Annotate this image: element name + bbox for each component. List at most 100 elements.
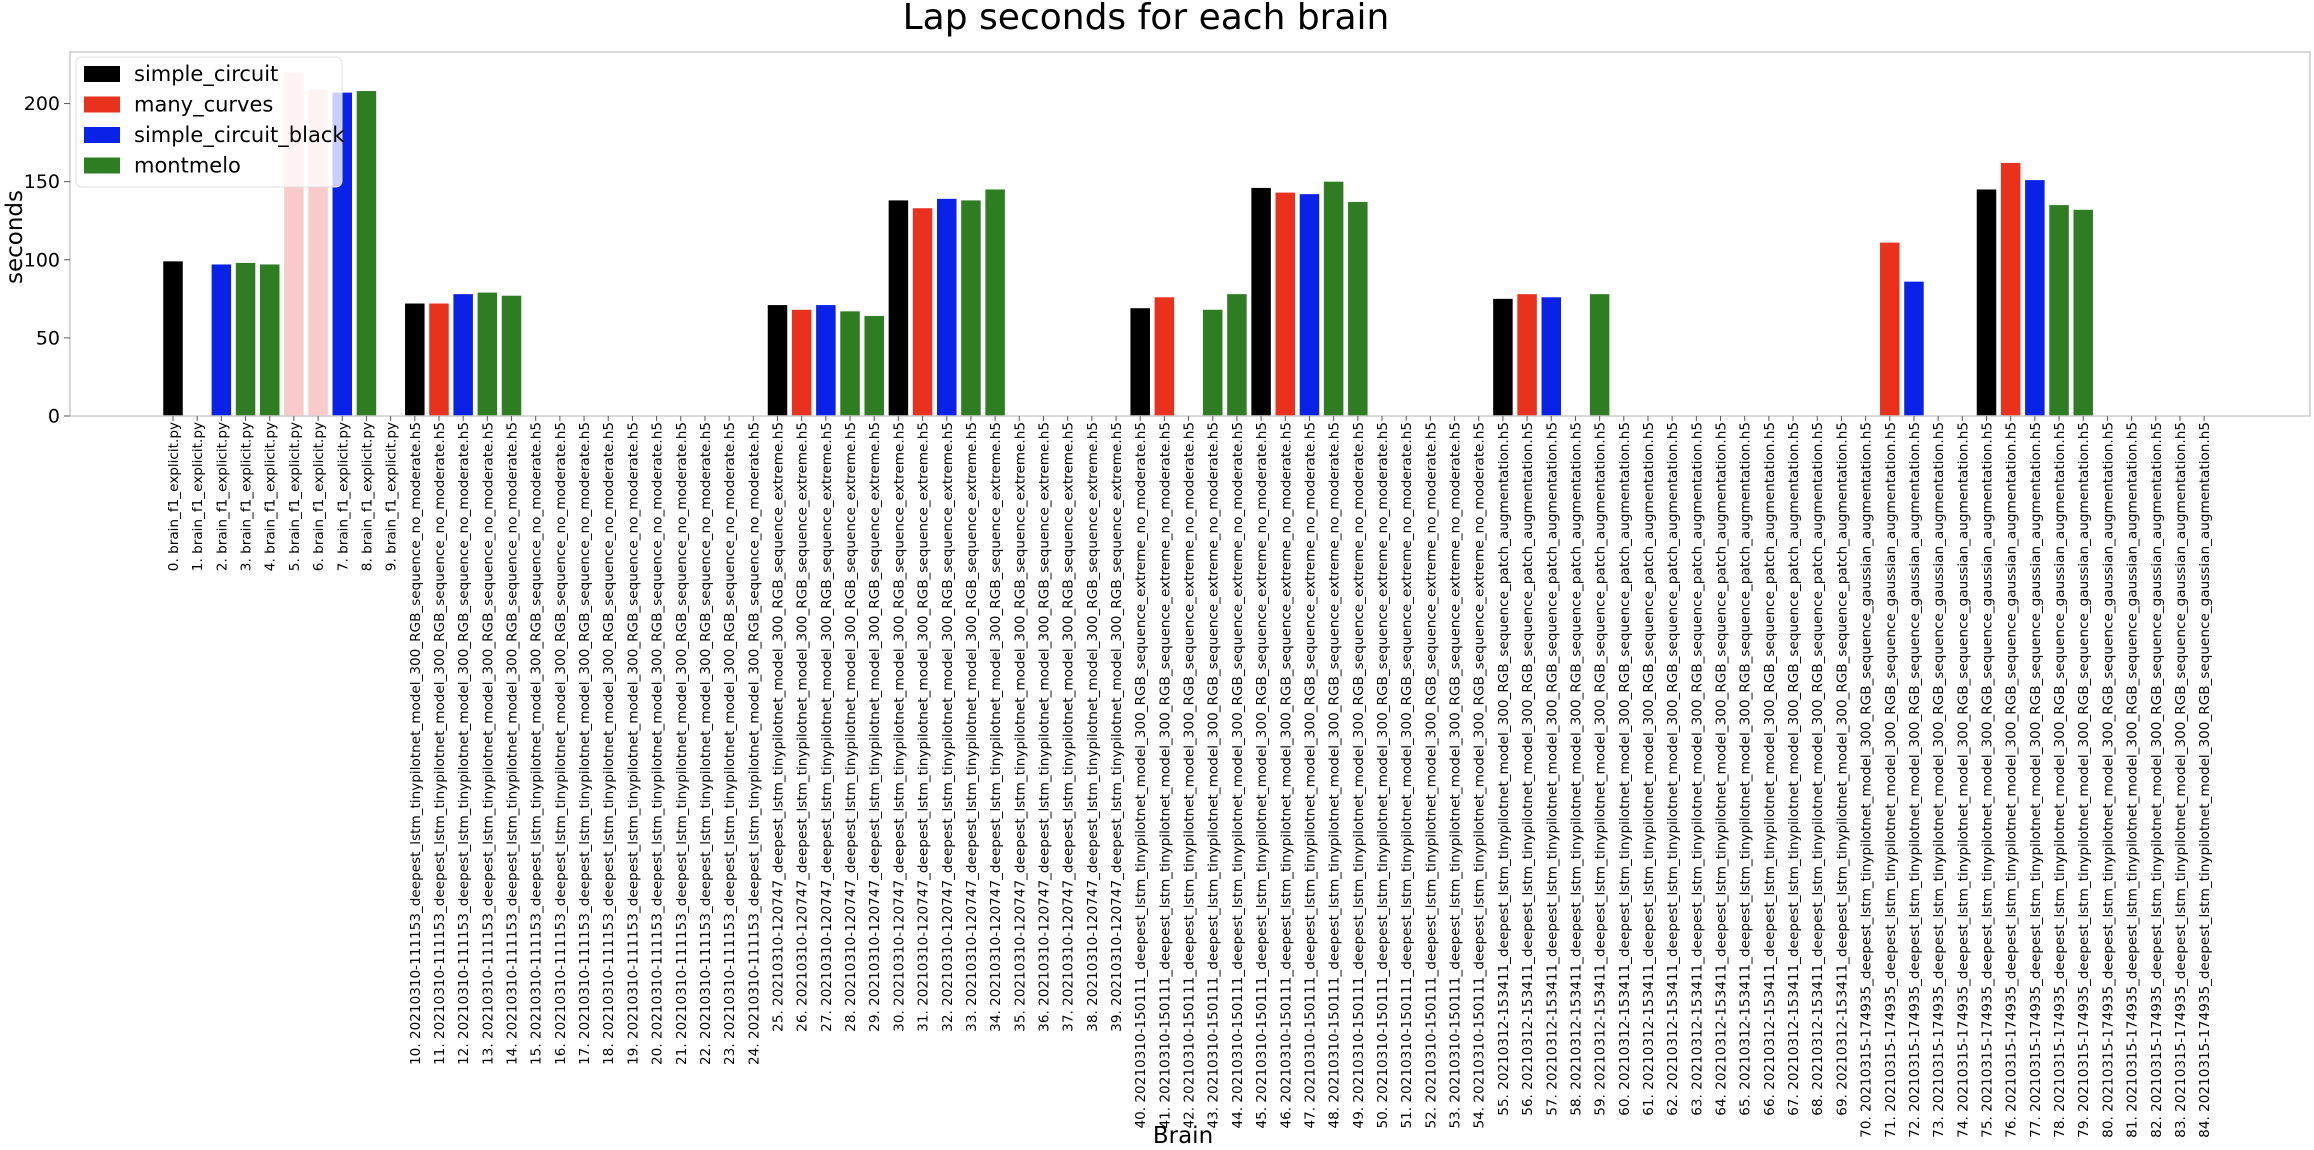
- x-tick-label-47: 47. 20210310-150111_deepest_lstm_tinypil…: [1302, 422, 1318, 1129]
- x-tick-label-48: 48. 20210310-150111_deepest_lstm_tinypil…: [1327, 422, 1343, 1129]
- x-tick-label-63: 63. 20210312-153411_deepest_lstm_tinypil…: [1689, 422, 1705, 1116]
- x-tick-label-1: 1. brain_f1_explicit.py: [190, 422, 206, 571]
- bar-8: [356, 91, 377, 416]
- bar-26: [791, 309, 812, 416]
- bar-29: [864, 316, 884, 416]
- legend: simple_circuit many_curves simple_circuit_…: [75, 56, 345, 188]
- legend-swatch-simple_circuit_black: [84, 127, 120, 143]
- bar-57: [1541, 297, 1562, 416]
- x-tick-label-7: 7. brain_f1_explicit.py: [335, 422, 351, 571]
- x-tick-label-43: 43. 20210310-150111_deepest_lstm_tinypil…: [1206, 422, 1222, 1129]
- legend-swatch-many_curves: [84, 96, 120, 113]
- x-tick-label-32: 32. 20210310-120747_deepest_lstm_tinypil…: [940, 422, 956, 1032]
- x-tick-label-45: 45. 20210310-150111_deepest_lstm_tinypil…: [1254, 422, 1270, 1129]
- x-tick-label-40: 40. 20210310-150111_deepest_lstm_tinypil…: [1133, 422, 1149, 1129]
- bar-2: [211, 264, 232, 416]
- legend-label-many_curves: many_curves: [134, 93, 273, 118]
- x-tick-label-22: 22. 20210310-111153_deepest_lstm_tinypil…: [698, 422, 714, 1065]
- bar-46: [1275, 192, 1296, 416]
- x-tick-label-53: 53. 20210310-150111_deepest_lstm_tinypil…: [1448, 422, 1464, 1129]
- x-tick-label-31: 31. 20210310-120747_deepest_lstm_tinypil…: [916, 422, 932, 1032]
- bar-71: [1880, 242, 1900, 416]
- x-tick-label-72: 72. 20210315-174935_deepest_lstm_tinypil…: [1907, 422, 1923, 1138]
- x-tick-label-2: 2. brain_f1_explicit.py: [214, 422, 230, 571]
- x-tick-label-75: 75. 20210315-174935_deepest_lstm_tinypil…: [1980, 422, 1996, 1138]
- x-tick-label-71: 71. 20210315-174935_deepest_lstm_tinypil…: [1883, 422, 1899, 1138]
- x-tick-label-13: 13. 20210310-111153_deepest_lstm_tinypil…: [480, 422, 496, 1065]
- x-tick-label-70: 70. 20210315-174935_deepest_lstm_tinypil…: [1859, 422, 1875, 1138]
- x-tick-label-51: 51. 20210310-150111_deepest_lstm_tinypil…: [1399, 422, 1415, 1129]
- x-tick-label-30: 30. 20210310-120747_deepest_lstm_tinypil…: [891, 422, 907, 1032]
- bar-72: [1904, 281, 1924, 416]
- bar-77: [2025, 180, 2045, 416]
- x-tick-label-84: 84. 20210315-174935_deepest_lstm_tinypil…: [2197, 422, 2213, 1138]
- legend-label-montmelo: montmelo: [134, 154, 241, 178]
- x-tick-label-81: 81. 20210315-174935_deepest_lstm_tinypil…: [2125, 422, 2141, 1138]
- x-tick-label-12: 12. 20210310-111153_deepest_lstm_tinypil…: [456, 422, 472, 1065]
- y-tick-label-1: 50: [36, 327, 60, 349]
- x-tick-label-76: 76. 20210315-174935_deepest_lstm_tinypil…: [2004, 422, 2020, 1138]
- x-tick-label-64: 64. 20210312-153411_deepest_lstm_tinypil…: [1714, 422, 1730, 1116]
- x-tick-label-44: 44. 20210310-150111_deepest_lstm_tinypil…: [1230, 422, 1246, 1129]
- x-tick-label-60: 60. 20210312-153411_deepest_lstm_tinypil…: [1617, 422, 1633, 1116]
- bar-25: [767, 305, 788, 416]
- bar-13: [477, 292, 498, 416]
- x-tick-label-57: 57. 20210312-153411_deepest_lstm_tinypil…: [1544, 422, 1560, 1116]
- x-tick-label-37: 37. 20210310-120747_deepest_lstm_tinypil…: [1061, 422, 1077, 1032]
- legend-swatch-montmelo: [84, 157, 120, 174]
- x-tick-label-68: 68. 20210312-153411_deepest_lstm_tinypil…: [1810, 422, 1826, 1116]
- x-tick-label-0: 0. brain_f1_explicit.py: [166, 422, 182, 571]
- x-tick-label-26: 26. 20210310-120747_deepest_lstm_tinypil…: [795, 422, 811, 1032]
- bar-56: [1517, 294, 1537, 416]
- bar-32: [937, 198, 957, 416]
- plot-frame: [69, 51, 2311, 417]
- x-tick-label-42: 42. 20210310-150111_deepest_lstm_tinypil…: [1182, 422, 1198, 1129]
- y-axis-label: seconds: [2, 190, 28, 284]
- x-tick-label-65: 65. 20210312-153411_deepest_lstm_tinypil…: [1738, 422, 1754, 1116]
- legend-box: [75, 56, 343, 188]
- x-tick-label-77: 77. 20210315-174935_deepest_lstm_tinypil…: [2028, 422, 2044, 1138]
- x-tick-label-83: 83. 20210315-174935_deepest_lstm_tinypil…: [2173, 422, 2189, 1138]
- bar-40: [1130, 308, 1150, 416]
- x-tick-label-14: 14. 20210310-111153_deepest_lstm_tinypil…: [505, 422, 521, 1065]
- x-tick-label-8: 8. brain_f1_explicit.py: [359, 422, 375, 571]
- x-tick-label-16: 16. 20210310-111153_deepest_lstm_tinypil…: [553, 422, 569, 1065]
- x-tick-label-50: 50. 20210310-150111_deepest_lstm_tinypil…: [1375, 422, 1391, 1129]
- bar-55: [1493, 298, 1513, 416]
- bar-34: [985, 189, 1005, 416]
- x-tick-label-29: 29. 20210310-120747_deepest_lstm_tinypil…: [867, 422, 883, 1032]
- x-tick-label-6: 6. brain_f1_explicit.py: [311, 422, 327, 571]
- bar-11: [429, 303, 449, 416]
- x-tick-label-27: 27. 20210310-120747_deepest_lstm_tinypil…: [819, 422, 835, 1032]
- legend-swatch-simple_circuit: [84, 66, 120, 82]
- x-tick-label-36: 36. 20210310-120747_deepest_lstm_tinypil…: [1036, 422, 1052, 1032]
- x-tick-label-4: 4. brain_f1_explicit.py: [263, 422, 279, 571]
- bar-43: [1202, 309, 1223, 416]
- x-tick-label-34: 34. 20210310-120747_deepest_lstm_tinypil…: [988, 422, 1004, 1032]
- bar-27: [816, 305, 836, 416]
- bar-30: [888, 200, 909, 416]
- x-tick-label-18: 18. 20210310-111153_deepest_lstm_tinypil…: [601, 422, 617, 1065]
- x-tick-label-39: 39. 20210310-120747_deepest_lstm_tinypil…: [1109, 422, 1125, 1032]
- x-tick-label-56: 56. 20210312-153411_deepest_lstm_tinypil…: [1520, 422, 1536, 1116]
- y-tick-label-2: 100: [24, 249, 60, 271]
- x-tick-label-3: 3. brain_f1_explicit.py: [239, 422, 255, 571]
- x-tick-label-82: 82. 20210315-174935_deepest_lstm_tinypil…: [2149, 422, 2165, 1138]
- x-tick-label-5: 5. brain_f1_explicit.py: [287, 422, 303, 571]
- bar-75: [1976, 189, 1997, 416]
- x-tick-label-54: 54. 20210310-150111_deepest_lstm_tinypil…: [1472, 422, 1488, 1129]
- x-tick-label-78: 78. 20210315-174935_deepest_lstm_tinypil…: [2052, 422, 2068, 1138]
- bar-78: [2049, 205, 2069, 416]
- y-ticks: 0 50 100 150 200: [24, 93, 70, 428]
- y-tick-label-0: 0: [48, 406, 60, 428]
- bar-10: [405, 303, 425, 416]
- x-tick-label-58: 58. 20210312-153411_deepest_lstm_tinypil…: [1568, 422, 1584, 1116]
- x-tick-label-19: 19. 20210310-111153_deepest_lstm_tinypil…: [625, 422, 641, 1065]
- x-tick-label-61: 61. 20210312-153411_deepest_lstm_tinypil…: [1641, 422, 1657, 1116]
- x-tick-label-24: 24. 20210310-111153_deepest_lstm_tinypil…: [746, 422, 762, 1065]
- bar-28: [840, 311, 860, 416]
- x-tick-label-67: 67. 20210312-153411_deepest_lstm_tinypil…: [1786, 422, 1802, 1116]
- x-tick-label-55: 55. 20210312-153411_deepest_lstm_tinypil…: [1496, 422, 1512, 1116]
- bar-44: [1227, 294, 1247, 416]
